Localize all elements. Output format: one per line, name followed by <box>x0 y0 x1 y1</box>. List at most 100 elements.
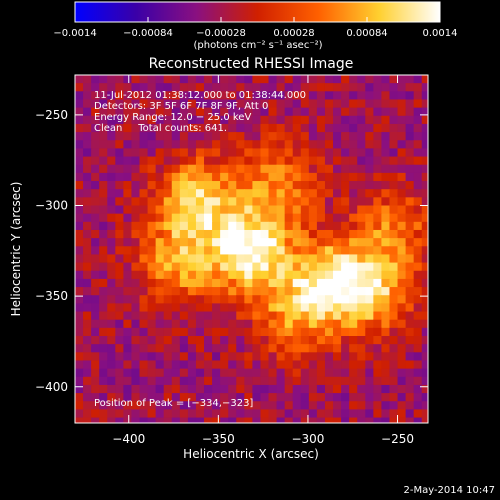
heatmap-cell <box>115 83 124 92</box>
heatmap-cell <box>195 393 205 402</box>
heatmap-cell <box>236 319 245 329</box>
heatmap-cell <box>91 91 100 101</box>
heatmap-cell <box>163 197 173 207</box>
heatmap-cell <box>75 327 84 337</box>
heatmap-cell <box>316 99 326 109</box>
heatmap-cell <box>155 295 165 304</box>
heatmap-cell <box>373 91 383 101</box>
heatmap-cell <box>212 393 221 402</box>
heatmap-cell <box>389 295 399 304</box>
heatmap-cell <box>228 376 237 386</box>
heatmap-cell <box>204 270 213 280</box>
heatmap-cell <box>405 270 415 280</box>
heatmap-cell <box>83 409 92 419</box>
heatmap-cell <box>147 99 157 109</box>
heatmap-cell <box>228 221 237 231</box>
heatmap-cell <box>195 327 205 337</box>
heatmap-cell <box>91 344 100 353</box>
heatmap-cell <box>187 384 197 394</box>
heatmap-cell <box>268 384 278 394</box>
heatmap-cell <box>413 246 423 256</box>
heatmap-cell <box>349 384 358 394</box>
heatmap-cell <box>139 229 149 239</box>
heatmap-cell <box>220 221 229 231</box>
heatmap-cell <box>236 156 245 166</box>
heatmap-cell <box>115 409 124 419</box>
heatmap-cell <box>228 270 237 280</box>
heatmap-cell <box>139 164 149 174</box>
heatmap-cell <box>276 197 286 207</box>
heatmap-cell <box>244 75 253 84</box>
heatmap-cell <box>244 295 253 304</box>
heatmap-cell <box>268 287 278 296</box>
heatmap-cell <box>163 303 173 313</box>
heatmap-cell <box>91 205 100 215</box>
heatmap-cell <box>316 229 326 239</box>
heatmap-cell <box>381 115 391 125</box>
heatmap-cell <box>187 164 197 174</box>
heatmap-cell <box>91 246 100 256</box>
heatmap-cell <box>139 409 149 419</box>
heatmap-cell <box>292 262 302 272</box>
heatmap-cell <box>212 287 221 296</box>
heatmap-cell <box>155 172 165 182</box>
heatmap-cell <box>123 213 133 223</box>
heatmap-cell <box>187 417 197 423</box>
heatmap-cell <box>333 221 342 231</box>
heatmap-cell <box>179 344 189 353</box>
heatmap-cell <box>276 368 286 378</box>
heatmap-cell <box>155 278 165 288</box>
heatmap-cell <box>252 181 262 190</box>
heatmap-cell <box>413 221 423 231</box>
heatmap-cell <box>341 295 350 304</box>
heatmap-cell <box>131 287 141 296</box>
heatmap-cell <box>115 295 124 304</box>
heatmap-cell <box>268 164 278 174</box>
heatmap-cell <box>413 295 423 304</box>
heatmap-cell <box>91 83 100 92</box>
heatmap-cell <box>220 254 229 264</box>
heatmap-cell <box>260 409 270 419</box>
heatmap-cell <box>123 140 133 150</box>
heatmap-cell <box>220 140 229 150</box>
heatmap-cell <box>260 213 270 223</box>
heatmap-cell <box>155 344 165 353</box>
heatmap-cell <box>349 181 358 190</box>
heatmap-cell <box>316 75 326 84</box>
heatmap-cell <box>397 270 407 280</box>
heatmap-cell <box>284 123 294 133</box>
heatmap-cell <box>308 140 318 150</box>
heatmap-cell <box>75 278 84 288</box>
heatmap-cell <box>276 181 286 190</box>
heatmap-cell <box>292 327 302 337</box>
heatmap-cell <box>300 287 310 296</box>
heatmap-cell <box>107 75 116 84</box>
heatmap-cell <box>75 132 84 141</box>
heatmap-cell <box>333 344 342 353</box>
heatmap-cell <box>115 368 124 378</box>
heatmap-cell <box>389 83 399 92</box>
heatmap-cell <box>83 156 92 166</box>
heatmap-cell <box>236 205 245 215</box>
heatmap-cell <box>83 254 92 264</box>
colorbar-tick-label: 0.00028 <box>273 28 314 39</box>
heatmap-cell <box>187 115 197 125</box>
heatmap-cell <box>155 99 165 109</box>
heatmap-cell <box>389 417 399 423</box>
heatmap-cell <box>365 205 374 215</box>
heatmap-cell <box>268 123 278 133</box>
heatmap-cell <box>373 262 383 272</box>
heatmap-cell <box>99 132 108 141</box>
heatmap-cell <box>187 246 197 256</box>
heatmap-cell <box>405 278 415 288</box>
heatmap-cell <box>316 287 326 296</box>
heatmap-cell <box>308 132 318 141</box>
heatmap-cell <box>300 254 310 264</box>
heatmap-cell <box>341 107 350 117</box>
heatmap-cell <box>268 229 278 239</box>
heatmap-cell <box>212 189 221 198</box>
heatmap-cell <box>236 132 245 141</box>
heatmap-cell <box>244 132 253 141</box>
heatmap-cell <box>405 148 415 158</box>
heatmap-cell <box>252 164 262 174</box>
